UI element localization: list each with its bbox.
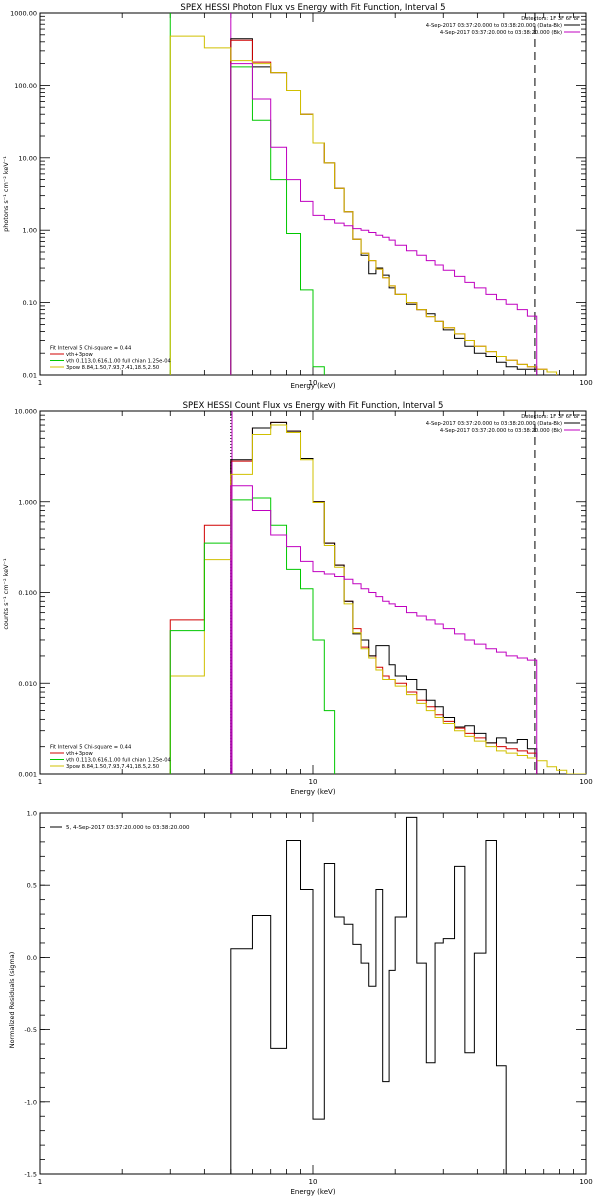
residuals-chart: 1 10 100 -1.5 -1.0 -0.5 0.0 0.5 1.0 5, 4-Sep-2017…	[24, 810, 592, 1187]
spectrum-series-line	[230, 816, 518, 1174]
spectrum-series-line	[169, 497, 336, 774]
legend-entry: 4-Sep-2017 03:37:20.000 to 03:38:20.000 …	[440, 428, 562, 434]
y-tick-label: -1.5	[24, 1171, 37, 1179]
spectrum-series-line	[169, 424, 586, 774]
x-tick-label: 10	[309, 379, 318, 387]
spectrum-series-line	[169, 421, 538, 774]
y-tick-label: 0.10	[23, 299, 37, 307]
spectrum-series-line	[230, 63, 538, 375]
legend-entry: 5, 4-Sep-2017 03:37:20.000 to 03:38:20.0…	[66, 825, 190, 831]
x-tick-label: 1	[38, 1178, 42, 1186]
photon-flux-plot: SPEX HESSI Photon Flux vs Energy with Fi…	[2, 3, 593, 390]
y-tick-label: 0.010	[18, 680, 37, 688]
x-tick-label: 100	[579, 1178, 592, 1186]
legend-entry: vth 0.113,0.616,1.00 full chian 1.25e-04	[66, 758, 171, 764]
spectrum-series-line	[230, 421, 538, 774]
x-tick-label: 100	[579, 379, 592, 387]
x-tick-label: 10	[309, 1178, 318, 1186]
y-tick-label: 1.000	[18, 498, 37, 506]
spectrum-series-line	[230, 38, 538, 375]
count-flux-plot: SPEX HESSI Count Flux vs Energy with Fit…	[2, 401, 593, 796]
legend-entry: 3pow 8.84,1.50,7.93,7.41,18.5,2.50	[66, 764, 159, 770]
y-tick-label: 0.5	[27, 882, 37, 890]
y-tick-label: 0.001	[18, 771, 37, 779]
legend-entry: Detectors: 1F 3F 6F 8F	[521, 16, 580, 22]
legend-entry: 3pow 8.84,1.50,7.93,7.41,18.5,2.50	[66, 365, 159, 371]
legend-entry: 4-Sep-2017 03:37:20.000 to 03:38:20.000 …	[426, 23, 562, 29]
spectrum-series-line	[230, 66, 325, 375]
y-tick-label: 0.100	[18, 589, 37, 597]
photon-flux-ylabel: photons s⁻¹ cm⁻² keV⁻¹	[2, 156, 10, 232]
legend-entry: 4-Sep-2017 03:37:20.000 to 03:38:20.000 …	[440, 30, 562, 36]
count-flux-chart: 1 10 100 0.001 0.010 0.100 1.000 10.000 Detector…	[14, 408, 592, 787]
residuals-plot: Normalized Residuals (sigma) Energy (keV…	[8, 810, 593, 1197]
y-tick-label: 0.01	[23, 372, 37, 380]
spectrum-series-line	[230, 485, 538, 774]
y-tick-label: 0.0	[27, 954, 37, 962]
legend-entry: vth 0.113,0.616,1.00 full chian 1.25e-04	[66, 359, 171, 365]
legend-entry: vth+3pow	[66, 751, 94, 757]
y-tick-label: 1000.00	[10, 10, 37, 18]
y-tick-label: 1.0	[27, 810, 37, 818]
count-flux-ylabel: counts s⁻¹ cm⁻² keV⁻¹	[2, 558, 10, 630]
y-tick-label: -0.5	[24, 1026, 37, 1034]
x-tick-label: 1	[38, 379, 42, 387]
spectrum-series-line	[169, 35, 558, 375]
residuals-ylabel: Normalized Residuals (sigma)	[8, 952, 16, 1049]
x-tick-label: 10	[309, 778, 318, 786]
photon-flux-title: SPEX HESSI Photon Flux vs Energy with Fi…	[180, 3, 445, 13]
photon-flux-chart: 1 10 100 0.01 0.10 1.00 10.00 100.00 1000.00 Dete…	[10, 10, 593, 388]
legend-entry: Fit Interval 5 Chi-square = 0.44	[50, 745, 132, 751]
legend-entry: vth+3pow	[66, 352, 94, 358]
residuals-xlabel: Energy (keV)	[290, 1188, 335, 1196]
x-tick-label: 1	[38, 778, 42, 786]
legend-entry: Fit Interval 5 Chi-square = 0.44	[50, 346, 132, 352]
y-tick-label: 10.00	[18, 154, 37, 162]
y-tick-label: 100.00	[14, 82, 37, 90]
y-tick-label: 1.00	[23, 227, 37, 235]
photon-flux-xlabel: Energy (keV)	[290, 382, 335, 390]
y-tick-label: 10.000	[14, 408, 37, 416]
legend-entry: 4-Sep-2017 03:37:20.000 to 03:38:20.000 …	[426, 421, 562, 427]
x-tick-label: 100	[579, 778, 592, 786]
count-flux-title: SPEX HESSI Count Flux vs Energy with Fit…	[183, 401, 444, 411]
legend-entry: Detectors: 1F 3F 6F 8F	[521, 414, 580, 420]
y-tick-label: -1.0	[24, 1098, 37, 1106]
count-flux-xlabel: Energy (keV)	[290, 788, 335, 796]
spectrum-series-line	[230, 39, 558, 375]
